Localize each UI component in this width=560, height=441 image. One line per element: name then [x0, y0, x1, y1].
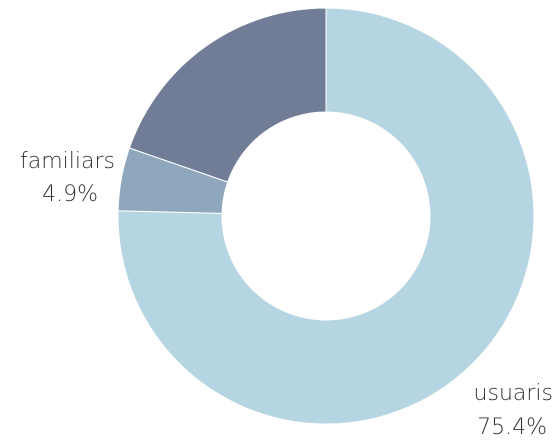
donut-slice-usuaris: [117, 7, 535, 425]
slice-label-usuaris: usuaris 75.4%: [474, 381, 553, 440]
slice-label-familiars-name: familiars: [20, 149, 115, 174]
slice-label-familiars: familiars 4.9%: [20, 149, 115, 207]
donut-slices: [117, 7, 535, 425]
donut-slice-slice-2: [128, 7, 327, 183]
slice-label-usuaris-value: 75.4%: [477, 415, 547, 440]
slice-label-familiars-value: 4.9%: [42, 182, 98, 207]
slice-label-usuaris-name: usuaris: [474, 381, 553, 406]
